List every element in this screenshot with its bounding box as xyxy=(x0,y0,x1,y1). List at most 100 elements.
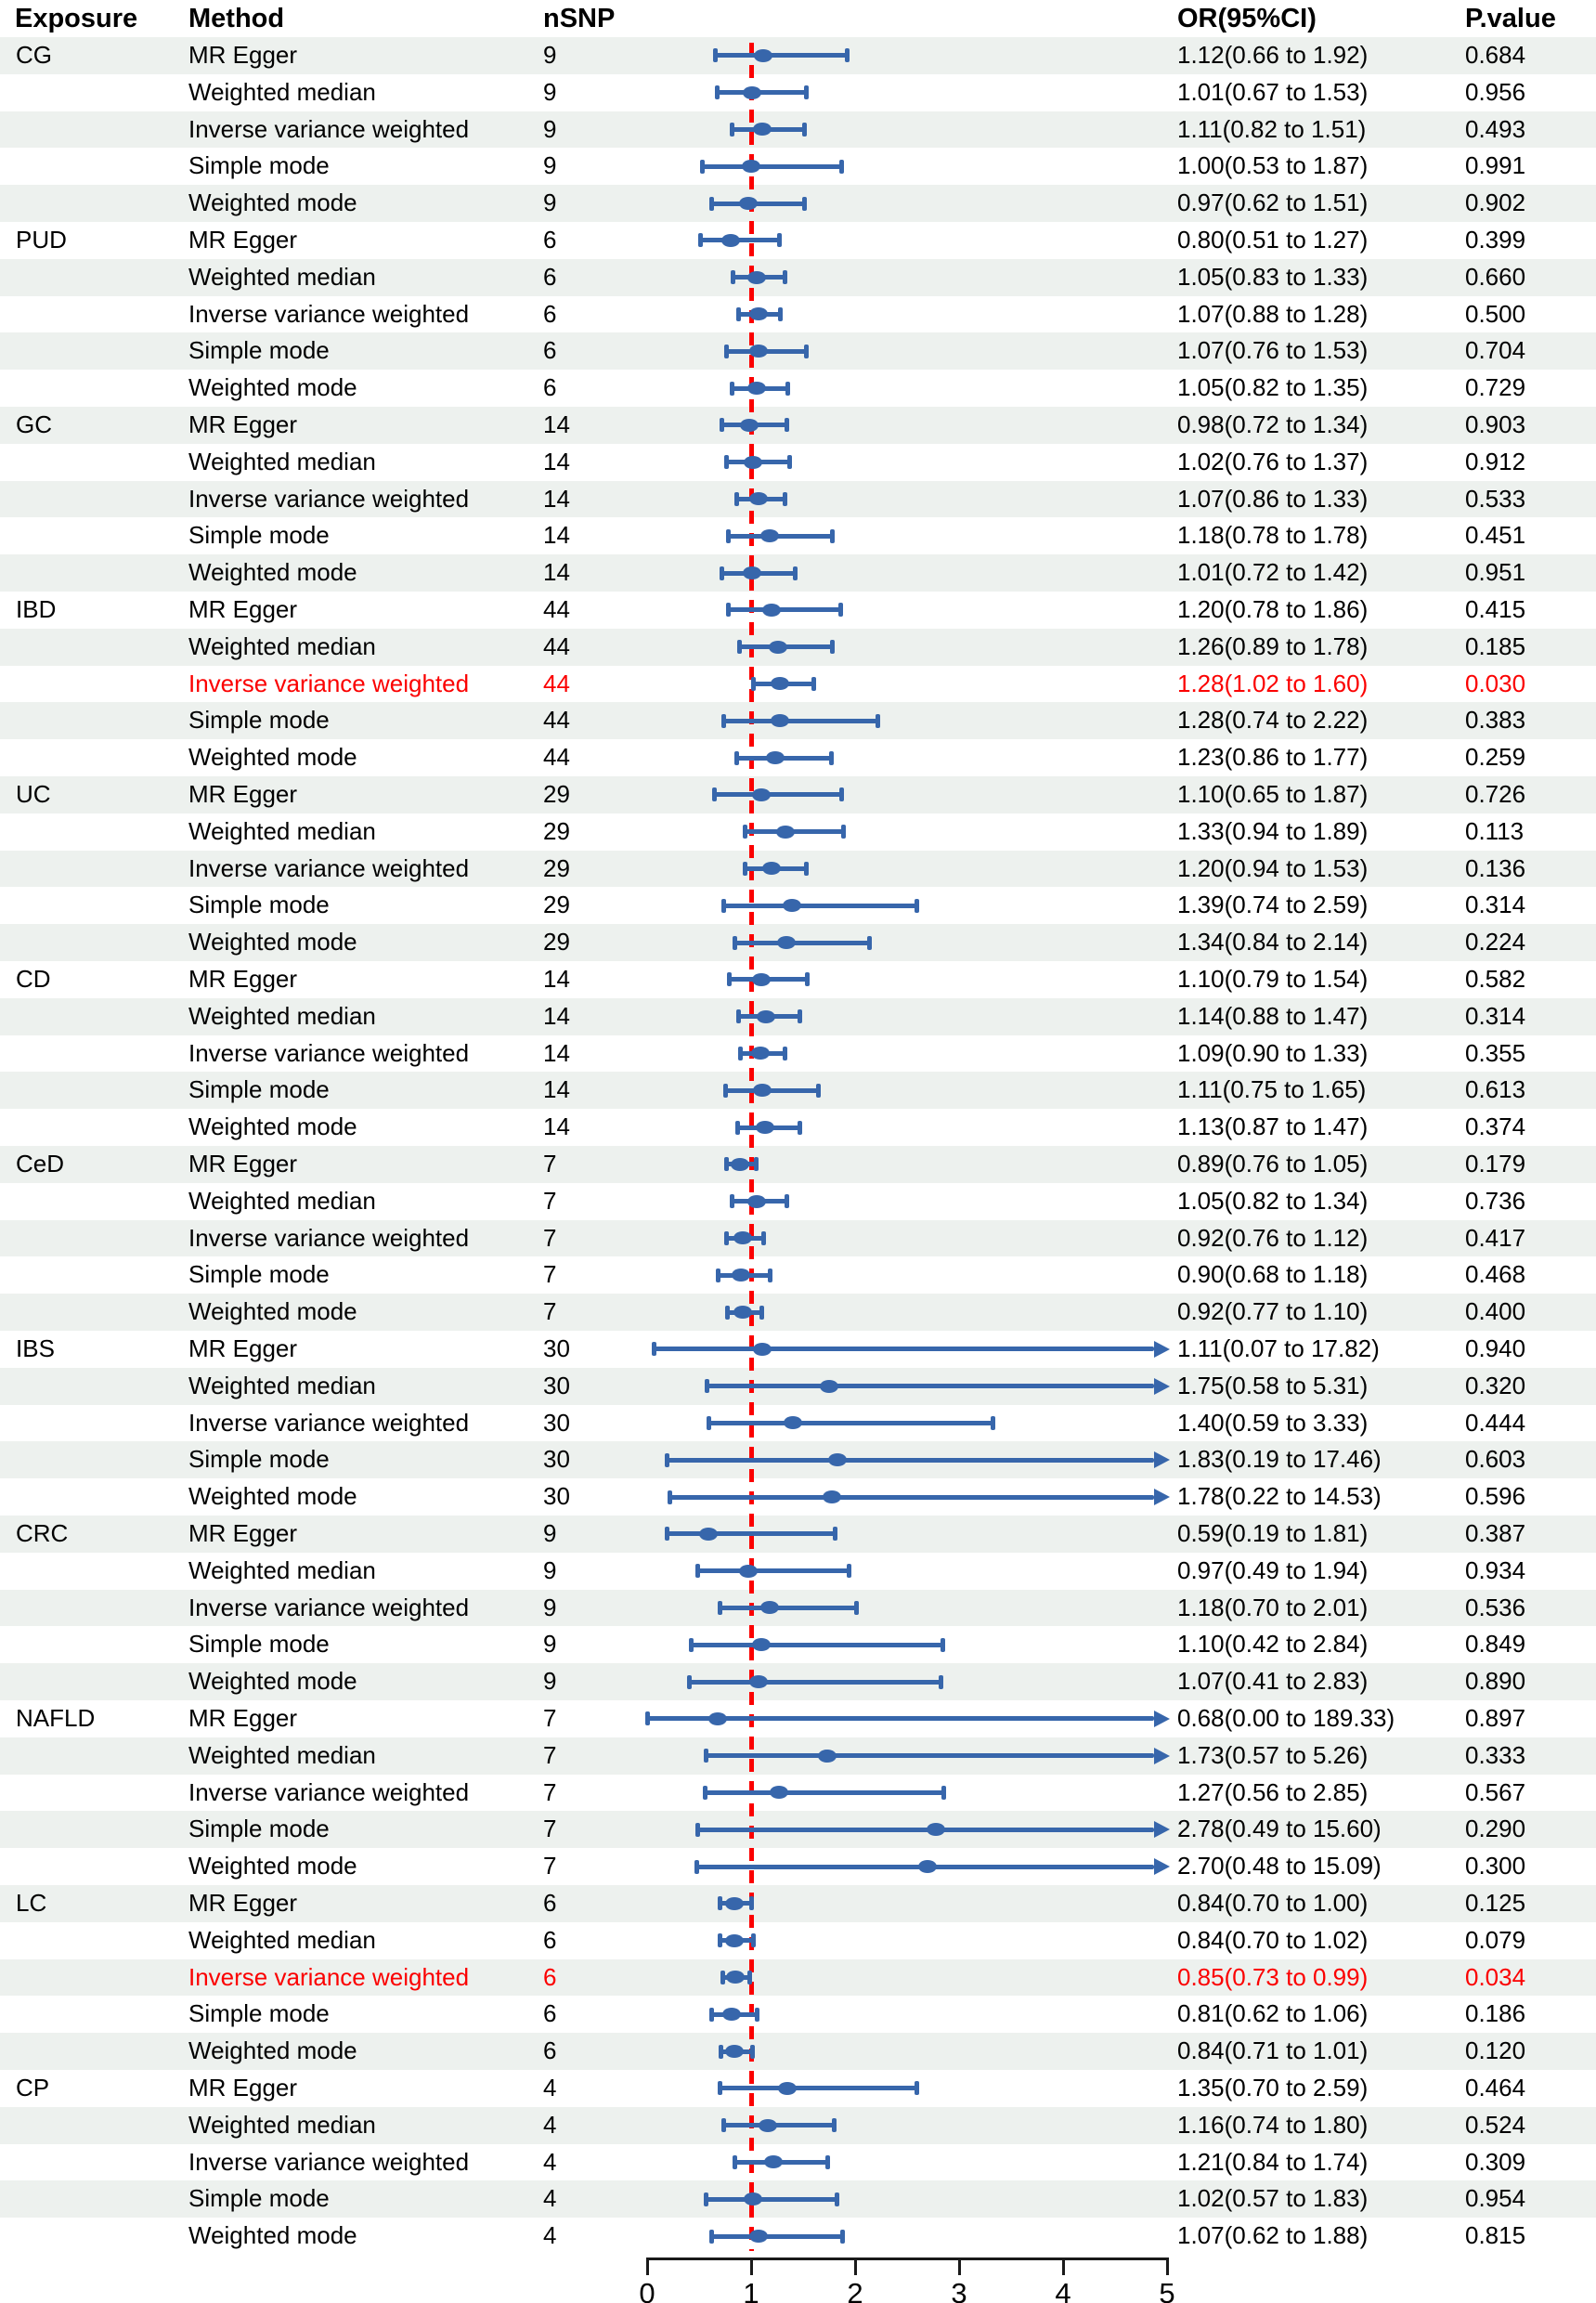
method-label: Inverse variance weighted xyxy=(188,484,470,513)
ci-cap-low xyxy=(723,1157,729,1172)
ci-line xyxy=(717,90,807,96)
or-point xyxy=(725,1896,745,1910)
or-point xyxy=(721,2008,741,2022)
or-point xyxy=(763,2155,783,2169)
nsnp-value: 9 xyxy=(543,77,557,106)
or-ci-value: 1.20(0.94 to 1.53) xyxy=(1177,853,1369,882)
ci-cap-high xyxy=(837,603,843,618)
ci-cap-high xyxy=(801,196,807,211)
or-ci-value: 1.34(0.84 to 2.14) xyxy=(1177,928,1369,956)
method-label: Simple mode xyxy=(188,521,330,550)
forest-row: Inverse variance weighted 14 1.09(0.90 to … xyxy=(0,1035,1596,1073)
ci-cap-high xyxy=(792,566,798,580)
arrow-right-icon xyxy=(1154,1710,1170,1727)
nsnp-value: 7 xyxy=(543,1852,557,1880)
or-point xyxy=(775,825,795,839)
p-value: 0.956 xyxy=(1465,77,1526,106)
nsnp-value: 7 xyxy=(543,1777,557,1806)
or-ci-value: 1.11(0.75 to 1.65) xyxy=(1177,1075,1367,1104)
ci-line xyxy=(705,1789,944,1795)
or-point xyxy=(918,1860,938,1874)
p-value: 0.120 xyxy=(1465,2036,1526,2065)
nsnp-value: 6 xyxy=(543,2036,557,2065)
method-label: Inverse variance weighted xyxy=(188,853,470,882)
method-label: Simple mode xyxy=(188,1075,330,1104)
or-ci-value: 0.68(0.00 to 189.33) xyxy=(1177,1704,1395,1732)
method-label: Inverse variance weighted xyxy=(188,114,470,143)
nsnp-value: 14 xyxy=(543,965,570,993)
ci-cap-low xyxy=(720,418,725,433)
or-point xyxy=(743,85,762,99)
exposure-label: CG xyxy=(16,41,52,69)
p-value: 0.113 xyxy=(1465,816,1525,845)
forest-row: Weighted mode 29 1.34(0.84 to 2.14) 0.224 xyxy=(0,924,1596,961)
p-value: 0.290 xyxy=(1465,1815,1526,1843)
nsnp-value: 9 xyxy=(543,1519,557,1547)
nsnp-value: 7 xyxy=(543,1815,557,1843)
nsnp-value: 14 xyxy=(543,1001,570,1030)
method-label: Inverse variance weighted xyxy=(188,1223,470,1252)
or-ci-value: 1.16(0.74 to 1.80) xyxy=(1177,2110,1369,2139)
p-value: 0.903 xyxy=(1465,410,1526,438)
p-value: 0.991 xyxy=(1465,151,1526,180)
or-point xyxy=(699,1527,719,1541)
or-point xyxy=(753,123,772,137)
p-value: 0.849 xyxy=(1465,1630,1526,1659)
exposure-label: GC xyxy=(16,410,52,438)
ci-line xyxy=(697,1568,850,1574)
p-value: 0.613 xyxy=(1465,1075,1526,1104)
ci-cap-high xyxy=(776,233,782,248)
exposure-label: NAFLD xyxy=(16,1704,96,1732)
method-label: MR Egger xyxy=(188,1519,298,1547)
forest-row: Inverse variance weighted 6 1.07(0.88 to 1… xyxy=(0,296,1596,333)
method-label: Weighted median xyxy=(188,77,376,106)
or-ci-value: 0.92(0.76 to 1.12) xyxy=(1177,1223,1369,1252)
forest-row: Simple mode 29 1.39(0.74 to 2.59) 0.314 xyxy=(0,887,1596,924)
reference-line xyxy=(748,43,754,2251)
or-ci-value: 1.14(0.88 to 1.47) xyxy=(1177,1001,1369,1030)
p-value: 0.500 xyxy=(1465,299,1526,328)
ci-cap-low xyxy=(668,1490,673,1504)
p-value: 0.383 xyxy=(1465,706,1526,735)
method-label: Weighted median xyxy=(188,262,376,291)
ci-cap-low xyxy=(705,1379,710,1394)
ci-cap-low xyxy=(725,603,731,618)
or-point xyxy=(743,566,762,580)
nsnp-value: 30 xyxy=(543,1482,570,1511)
or-ci-value: 0.90(0.68 to 1.18) xyxy=(1177,1260,1369,1289)
method-label: MR Egger xyxy=(188,1334,298,1362)
method-label: Inverse variance weighted xyxy=(188,1593,470,1621)
or-ci-value: 0.84(0.71 to 1.01) xyxy=(1177,2036,1369,2065)
ci-line xyxy=(700,238,780,243)
nsnp-value: 14 xyxy=(543,410,570,438)
ci-cap-low xyxy=(695,1564,701,1579)
ci-cap-low xyxy=(714,85,720,100)
column-header-method: Method xyxy=(188,4,285,33)
ci-cap-high xyxy=(841,825,847,839)
or-ci-value: 1.23(0.86 to 1.77) xyxy=(1177,743,1369,772)
forest-row: Weighted median 14 1.02(0.76 to 1.37) 0.912 xyxy=(0,444,1596,481)
ci-cap-low xyxy=(726,972,732,987)
method-label: MR Egger xyxy=(188,226,298,254)
x-axis-tick xyxy=(957,2257,961,2275)
p-value: 0.186 xyxy=(1465,1999,1526,2028)
forest-row: Weighted median 7 1.73(0.57 to 5.26) 0.333 xyxy=(0,1737,1596,1775)
or-point xyxy=(748,345,768,358)
ci-line xyxy=(728,533,833,539)
forest-row: Weighted median 9 0.97(0.49 to 1.94) 0.934 xyxy=(0,1553,1596,1590)
nsnp-value: 4 xyxy=(543,2184,557,2213)
or-ci-value: 0.84(0.70 to 1.00) xyxy=(1177,1889,1369,1917)
method-label: Simple mode xyxy=(188,1630,330,1659)
ci-cap-low xyxy=(730,122,735,137)
ci-cap-high xyxy=(784,418,789,433)
forest-row: CP MR Egger 4 1.35(0.70 to 2.59) 0.464 xyxy=(0,2070,1596,2107)
method-label: Inverse variance weighted xyxy=(188,669,470,697)
p-value: 0.451 xyxy=(1465,521,1526,550)
ci-cap-low xyxy=(734,1120,740,1135)
p-value: 0.533 xyxy=(1465,484,1526,513)
nsnp-value: 9 xyxy=(543,1555,557,1584)
or-ci-value: 1.11(0.07 to 17.82) xyxy=(1177,1334,1380,1362)
or-point xyxy=(752,1638,772,1652)
or-point xyxy=(770,1786,789,1800)
ci-cap-low xyxy=(730,381,735,396)
